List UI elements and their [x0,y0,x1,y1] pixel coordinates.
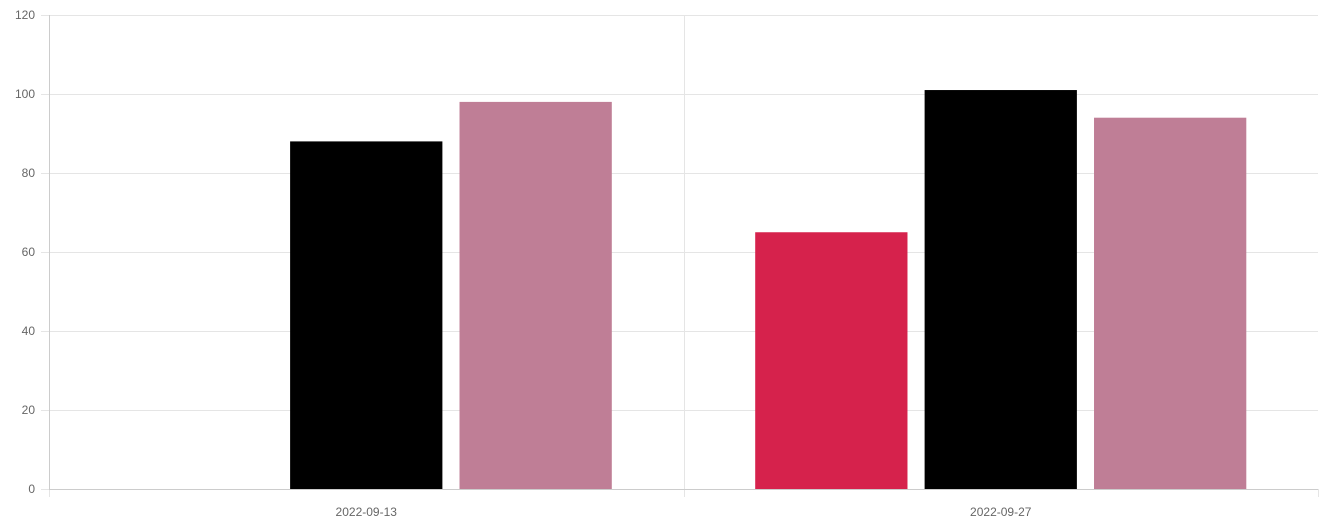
y-tick-label: 100 [15,87,35,101]
y-tick-label: 80 [22,166,36,180]
bars [290,90,1247,490]
bar-2022-09-27-series-2[interactable] [924,90,1077,490]
y-tick-label: 20 [22,403,36,417]
y-tick-label: 120 [15,8,35,22]
bar-2022-09-27-series-3[interactable] [1094,117,1247,489]
tick-labels: 0 20 40 60 80 100 120 2022-09-13 2022-09-27 [15,8,1032,519]
y-tick-label: 0 [28,482,35,496]
bar-2022-09-27-series-1[interactable] [755,232,908,489]
x-tick-label: 2022-09-13 [336,505,398,519]
y-tick-label: 40 [22,324,36,338]
bar-2022-09-13-series-3[interactable] [459,101,612,490]
y-tick-label: 60 [22,245,36,259]
x-tick-label: 2022-09-27 [970,505,1032,519]
bar-2022-09-13-series-2[interactable] [290,141,443,489]
axes [41,15,1319,497]
